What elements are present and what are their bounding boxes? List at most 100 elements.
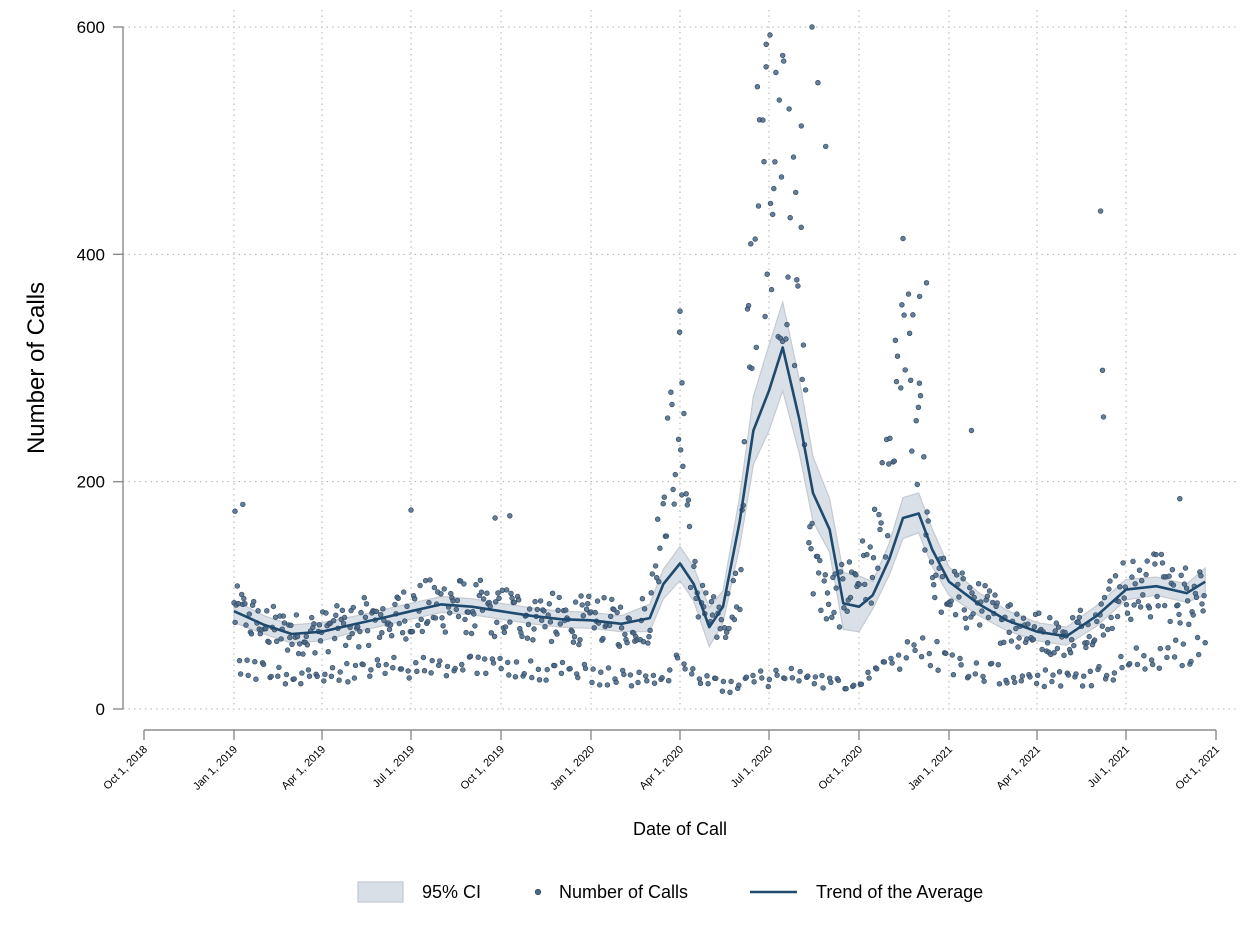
data-point [465, 609, 471, 615]
data-point [264, 608, 270, 614]
data-point [628, 683, 635, 689]
data-point [427, 577, 433, 583]
data-point [963, 625, 970, 631]
data-point [996, 681, 1003, 687]
data-point [600, 635, 606, 642]
data-point [850, 682, 857, 688]
data-point [288, 622, 294, 628]
data-point [1039, 646, 1045, 653]
data-point [853, 572, 859, 578]
data-point [336, 677, 342, 683]
data-point [810, 591, 816, 597]
data-point [819, 672, 825, 679]
data-point [1140, 592, 1146, 598]
data-point [762, 313, 768, 320]
data-point [508, 590, 514, 597]
data-point [898, 385, 904, 391]
data-point [554, 631, 560, 637]
data-point [569, 628, 575, 635]
data-point [1114, 613, 1121, 620]
data-point [741, 439, 747, 445]
data-point [771, 185, 777, 192]
data-point [1184, 598, 1191, 604]
data-point [1014, 611, 1020, 617]
data-point [317, 638, 324, 644]
data-point [598, 669, 604, 675]
data-point [323, 610, 329, 616]
data-point [892, 337, 899, 343]
data-point [641, 606, 648, 612]
data-point [682, 666, 688, 672]
data-point [329, 664, 336, 671]
data-point [961, 607, 967, 613]
data-point [847, 594, 854, 601]
data-point [1068, 636, 1075, 643]
data-point [784, 321, 790, 328]
data-point [896, 666, 903, 672]
data-point [389, 632, 395, 639]
data-point [588, 609, 594, 615]
data-point [647, 627, 653, 633]
data-point [939, 573, 946, 580]
data-point [667, 667, 673, 673]
data-point [913, 418, 919, 424]
data-point [727, 689, 733, 695]
data-point [498, 665, 504, 672]
data-point [406, 675, 412, 681]
data-point [1111, 670, 1118, 676]
data-point [596, 682, 603, 688]
data-point [814, 553, 821, 560]
data-point [764, 271, 770, 277]
data-point [916, 380, 923, 386]
data-point [656, 578, 662, 585]
data-point [350, 604, 356, 611]
data-point [1088, 682, 1095, 689]
data-point [1147, 614, 1154, 620]
data-point [1156, 665, 1163, 671]
data-point [1155, 603, 1161, 609]
data-point [671, 501, 677, 507]
data-point [536, 677, 543, 683]
data-point [591, 625, 597, 631]
data-point [474, 670, 480, 676]
data-point [713, 675, 719, 682]
data-point [843, 685, 849, 692]
data-point [356, 644, 362, 650]
data-point [1086, 633, 1092, 640]
data-point [642, 673, 649, 679]
data-point [418, 616, 424, 623]
data-point [1135, 598, 1142, 605]
data-point [624, 639, 630, 646]
data-point [785, 274, 791, 280]
data-point [1036, 610, 1042, 616]
data-point [1158, 551, 1165, 558]
data-point [235, 600, 242, 607]
data-point [1153, 551, 1159, 558]
data-point [918, 653, 925, 660]
data-point [1130, 558, 1136, 565]
data-point [274, 638, 280, 644]
data-point [697, 680, 704, 686]
data-point [788, 665, 794, 672]
data-point [1119, 664, 1125, 671]
data-point [732, 570, 739, 576]
data-point [363, 601, 370, 607]
data-point [900, 235, 906, 242]
data-point [300, 651, 306, 657]
data-point [635, 679, 641, 686]
data-point [507, 619, 513, 625]
data-point [805, 673, 811, 679]
data-point [293, 612, 300, 618]
data-point [548, 638, 555, 645]
data-point [541, 608, 547, 614]
data-point [431, 584, 438, 591]
data-point [903, 655, 909, 661]
data-point [1061, 652, 1067, 658]
data-point [982, 582, 988, 589]
data-point [1018, 678, 1024, 684]
data-point [527, 658, 534, 664]
data-point [763, 41, 769, 47]
data-point [1031, 624, 1038, 630]
data-point [866, 675, 872, 681]
data-point [1097, 208, 1104, 214]
